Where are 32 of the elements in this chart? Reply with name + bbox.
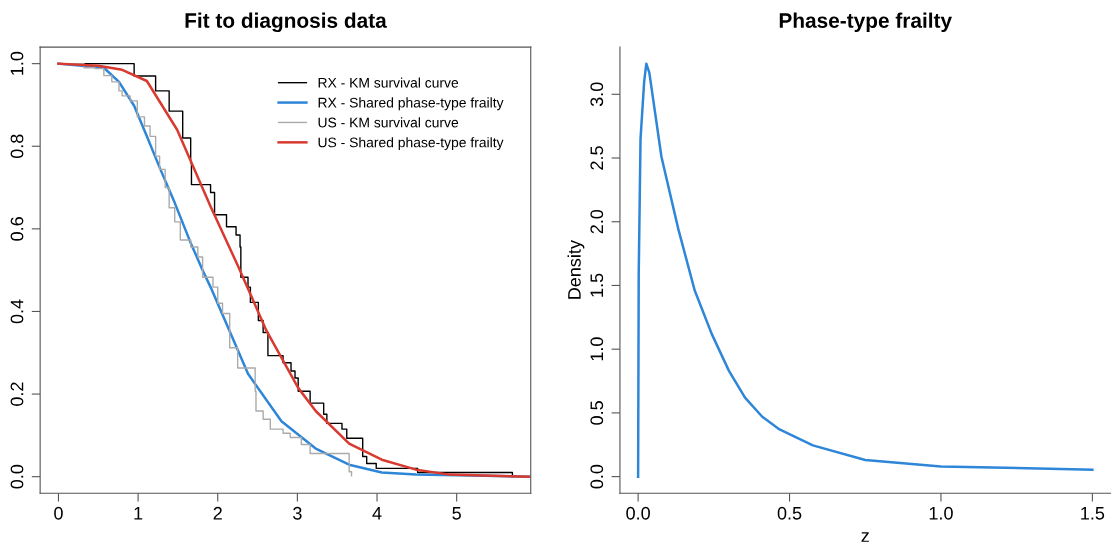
y-tick-label: 1.5 xyxy=(590,273,604,297)
x-tick-label: 0.5 xyxy=(777,506,802,520)
y-tick-label: 0.0 xyxy=(10,464,24,489)
legend-label: RX - KM survival curve xyxy=(318,77,459,88)
chart-title: Phase-type frailty xyxy=(779,12,952,33)
x-tick-label: 3 xyxy=(293,506,302,520)
chart-title: Fit to diagnosis data xyxy=(185,12,387,33)
x-tick-label: 1 xyxy=(134,507,143,520)
x-tick-label: 0.0 xyxy=(626,506,650,520)
y-tick-label: 0.8 xyxy=(10,134,24,159)
y-tick-label: 2.5 xyxy=(590,146,604,170)
y-tick-label: 2.0 xyxy=(590,209,604,234)
x-tick-label: 5 xyxy=(452,507,461,520)
y-tick-label: 0.5 xyxy=(590,401,604,425)
y-tick-label: 1.0 xyxy=(10,51,24,75)
legend-label: US - KM survival curve xyxy=(318,117,459,128)
x-tick-label: 1.0 xyxy=(929,506,953,520)
y-tick-label: 0.0 xyxy=(590,464,604,489)
y-tick-label: 0.2 xyxy=(10,382,24,406)
y-tick-label: 0.6 xyxy=(10,217,24,241)
legend-label: US - Shared phase-type frailty xyxy=(318,137,504,151)
x-tick-label: 0 xyxy=(54,506,63,520)
y-tick-label: 0.4 xyxy=(10,299,24,324)
x-tick-label: 1.5 xyxy=(1081,507,1105,520)
y-axis-title: Density xyxy=(567,240,585,299)
line-series xyxy=(636,62,1094,478)
x-axis-title: z xyxy=(861,532,869,542)
x-tick-label: 4 xyxy=(372,507,382,520)
legend-label: RX - Shared phase-type frailty xyxy=(318,97,504,111)
y-tick-label: 1.0 xyxy=(590,337,604,361)
y-tick-label: 3.0 xyxy=(590,82,604,107)
x-tick-label: 2 xyxy=(213,506,222,520)
